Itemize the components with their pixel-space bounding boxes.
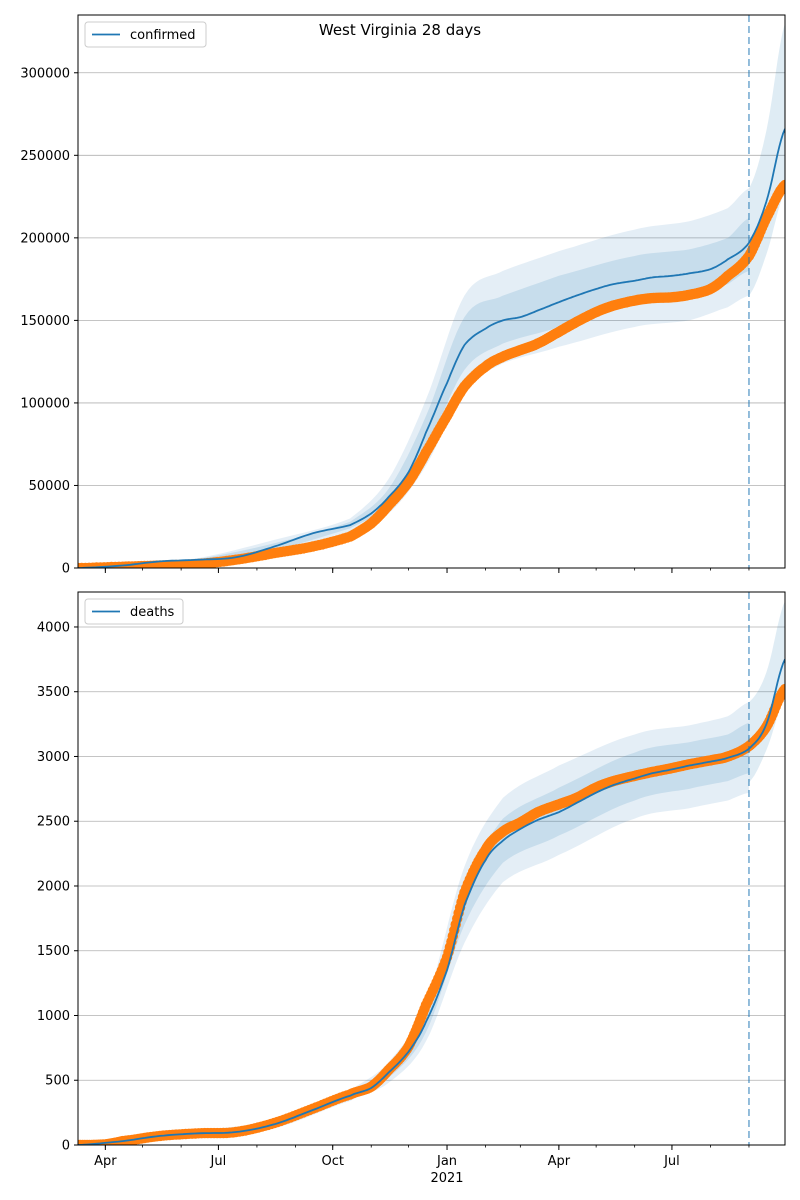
ytick-label: 1500 — [37, 944, 70, 959]
ytick-label: 300000 — [20, 66, 70, 81]
outer-band — [78, 188, 749, 568]
legend: deaths — [84, 598, 184, 625]
ytick-label: 250000 — [20, 149, 70, 164]
inner-band — [78, 722, 749, 1145]
ytick-label: 0 — [62, 562, 70, 577]
chart-panel-confirmed: 0 50000 100000 150000 200000 250000 300000 conf… — [20, 14, 786, 577]
ytick-label: 50000 — [29, 479, 70, 494]
xtick-label: Oct — [321, 1154, 343, 1169]
legend-label: deaths — [130, 605, 175, 620]
model-line — [78, 128, 785, 568]
observed-point — [779, 179, 785, 191]
outer-band — [78, 702, 749, 1145]
legend: confirmed — [84, 21, 207, 48]
legend-label: confirmed — [130, 28, 196, 43]
xtick-label: Apr — [94, 1154, 117, 1169]
ytick-label: 100000 — [20, 396, 70, 411]
inner-band — [78, 218, 749, 568]
plot-area — [78, 23, 785, 568]
observed-point — [779, 683, 785, 695]
ytick-label: 0 — [62, 1139, 70, 1154]
legend-box — [84, 21, 207, 48]
xtick-label: Apr — [548, 1154, 571, 1169]
xtick-label: Jul — [210, 1154, 227, 1169]
ytick-label: 4000 — [37, 620, 70, 635]
figure-title: West Virginia 28 days — [318, 21, 482, 39]
ytick-label: 500 — [45, 1074, 70, 1089]
observed-series — [78, 179, 785, 568]
ytick-label: 200000 — [20, 231, 70, 246]
ytick-label: 1000 — [37, 1009, 70, 1024]
ytick-label: 150000 — [20, 314, 70, 329]
model-line — [78, 658, 785, 1145]
chart-panel-deaths: 0 500 1000 1500 2000 2500 3000 3500 4000 Apr Jul Oc… — [37, 591, 786, 1186]
ytick-label: 3000 — [37, 750, 70, 765]
legend-box — [84, 598, 184, 625]
ytick-label: 2000 — [37, 879, 70, 894]
xtick-label: Jan — [436, 1154, 457, 1169]
plot-area — [78, 601, 785, 1145]
ytick-label: 3500 — [37, 685, 70, 700]
axes-frame — [77, 14, 786, 569]
axes-frame — [77, 591, 786, 1146]
xtick-sublabel: 2021 — [430, 1171, 463, 1186]
xtick-label: Jul — [663, 1154, 680, 1169]
ytick-label: 2500 — [37, 815, 70, 830]
